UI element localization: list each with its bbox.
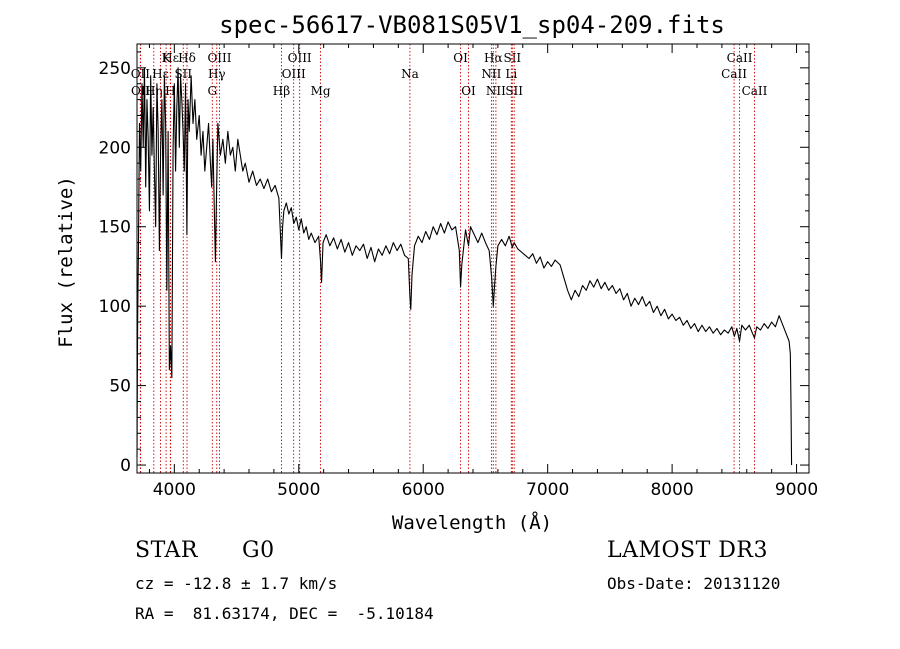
line-marker-label-9: OIII (207, 51, 231, 65)
series-layer (136, 67, 793, 466)
tick-layer: 4000 5000 6000 7000 8000 9000 0 50 100 150 200 250 (99, 44, 818, 500)
line-marker-label-10: Hγ (208, 67, 226, 81)
line-marker-label-11: G (207, 84, 217, 98)
coordinates-readout: RA = 81.63174, DEC = -5.10184 (135, 604, 434, 623)
line-marker-label-13: OIII (288, 51, 312, 65)
line-marker-label-21: NII (486, 84, 506, 98)
x-tick-label-5: 9000 (775, 480, 818, 500)
y-tick-label-5: 250 (99, 59, 131, 79)
line-marker-label-3: Hη (145, 84, 163, 98)
line-marker-label-6: H (165, 84, 175, 98)
line-marker-label-20: NII (481, 67, 501, 81)
y-tick-label-4: 200 (99, 138, 131, 158)
x-tick-label-3: 7000 (526, 480, 569, 500)
line-marker-label-5: K (162, 51, 172, 65)
survey-name: LAMOST DR3 (607, 538, 768, 563)
y-tick-label-1: 50 (109, 377, 131, 397)
y-tick-label-2: 100 (99, 297, 131, 317)
line-marker-label-26: CaII (721, 67, 747, 81)
line-marker-label-16: Na (401, 67, 419, 81)
y-tick-label-3: 150 (99, 218, 131, 238)
x-tick-label-4: 8000 (650, 480, 693, 500)
line-marker-label-24: SII (505, 84, 523, 98)
y-axis-label: Flux (relative) (55, 176, 77, 348)
line-marker-label-14: OIII (282, 67, 306, 81)
line-marker-label-27: CaII (742, 84, 768, 98)
line-marker-label-23: Li (505, 67, 517, 81)
plot-frame (136, 43, 810, 474)
spectrum-line-0 (136, 67, 793, 466)
x-tick-label-2: 6000 (402, 480, 445, 500)
line-marker-label-25: CaII (727, 51, 753, 65)
x-tick-label-1: 5000 (277, 480, 320, 500)
line-marker-label-18: OI (461, 84, 476, 98)
chart-title: spec-56617-VB081S05V1_sp04-209.fits (219, 11, 725, 39)
redshift-readout: cz = -12.8 ± 1.7 km/s (135, 574, 338, 593)
line-marker-label-17: OI (453, 51, 468, 65)
spectral-subclass: G0 (242, 538, 275, 563)
line-marker-label-22: SII (503, 51, 521, 65)
line-marker-label-12: Hβ (273, 84, 290, 98)
x-axis-label: Wavelength (Å) (392, 511, 552, 534)
object-class: STAR (135, 538, 198, 563)
line-marker-label-19: Hα (484, 51, 503, 65)
line-marker-label-1: OII (131, 67, 151, 81)
line-marker-label-7: SII (174, 67, 192, 81)
x-tick-label-0: 4000 (153, 480, 196, 500)
observation-date: Obs-Date: 20131120 (607, 574, 781, 593)
line-marker-label-15: Mg (311, 84, 331, 98)
y-tick-label-0: 0 (120, 456, 131, 476)
line-marker-label-2: OII (131, 84, 151, 98)
line-marker-label-8: Hδ (178, 51, 196, 65)
